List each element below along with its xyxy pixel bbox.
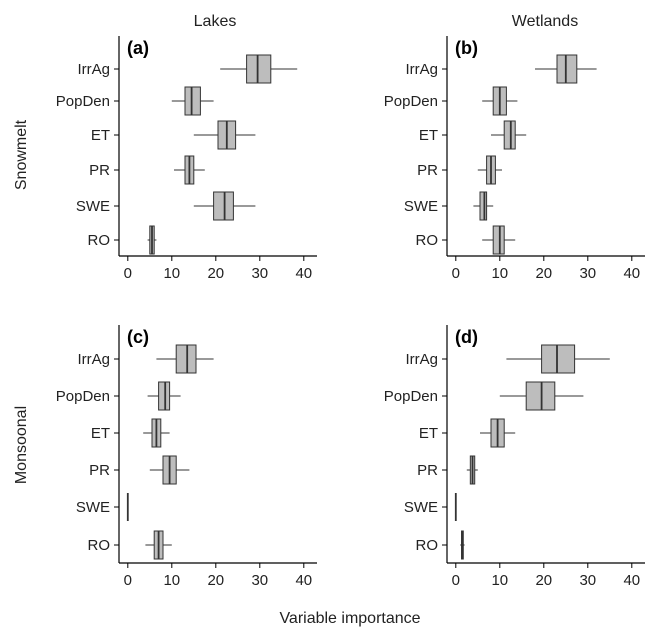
box-popden [525,381,556,411]
row-title-snowmelt: Snowmelt [13,119,30,190]
x-tick-label: 10 [491,572,508,589]
x-tick-label: 20 [207,572,224,589]
box-swe [479,191,488,221]
x-tick-label: 0 [124,572,132,589]
category-label-pr: PR [89,162,110,179]
category-label-popden: PopDen [384,93,438,110]
panel-a: (a) 0 10 20 30 40 IrrAg PopDen ET PR SWE RO [56,36,317,282]
category-label-ro: RO [416,537,439,554]
x-tick-label: 0 [124,265,132,282]
x-tick-label: 40 [623,265,640,282]
panel-c: (c) 0 10 20 30 40 IrrAg PopDen ET PR SWE RO [56,325,317,589]
x-axis-title: Variable importance [279,610,420,627]
col-title-wetlands: Wetlands [512,13,578,30]
box-popden [184,86,201,116]
x-tick-label: 30 [579,572,596,589]
category-label-pr: PR [89,462,110,479]
category-label-irrag: IrrAg [405,61,438,78]
category-label-irrag: IrrAg [77,351,110,368]
x-tick-label: 10 [491,265,508,282]
box-irrag [175,344,197,374]
panel-b: (b) 0 10 20 30 40 IrrAg PopDen ET PR SWE RO [384,36,645,282]
category-label-ro: RO [416,232,439,249]
category-label-popden: PopDen [56,93,110,110]
panel-label: (d) [455,327,478,347]
category-label-pr: PR [417,462,438,479]
category-label-irrag: IrrAg [405,351,438,368]
box-et [503,120,516,150]
category-label-swe: SWE [76,198,110,215]
category-label-ro: RO [88,537,111,554]
panels: (a) 0 10 20 30 40 IrrAg PopDen ET PR SWE RO (b) 0 10 20… [56,36,645,589]
category-label-ro: RO [88,232,111,249]
category-label-popden: PopDen [56,388,110,405]
x-tick-label: 20 [207,265,224,282]
x-tick-label: 20 [535,265,552,282]
box-irrag [556,54,578,84]
x-tick-label: 40 [295,265,312,282]
panel-label: (b) [455,38,478,58]
x-tick-label: 0 [452,572,460,589]
x-tick-label: 0 [452,265,460,282]
category-label-et: ET [419,127,438,144]
panel-d: (d) 0 10 20 30 40 IrrAg PopDen ET PR SWE RO [384,325,645,589]
category-label-swe: SWE [404,198,438,215]
box-popden [158,381,171,411]
category-label-pr: PR [417,162,438,179]
x-tick-label: 30 [251,265,268,282]
category-label-swe: SWE [76,499,110,516]
x-tick-label: 10 [163,572,180,589]
x-tick-label: 10 [163,265,180,282]
box-ro [492,225,505,255]
box-swe [213,191,234,221]
category-label-irrag: IrrAg [77,61,110,78]
x-tick-label: 20 [535,572,552,589]
x-tick-label: 40 [623,572,640,589]
category-label-et: ET [91,127,110,144]
row-title-monsoonal: Monsoonal [13,406,30,484]
box-irrag [541,344,576,374]
box-irrag [246,54,272,84]
x-tick-label: 40 [295,572,312,589]
x-tick-label: 30 [251,572,268,589]
panel-label: (c) [127,327,149,347]
category-label-et: ET [91,425,110,442]
category-label-popden: PopDen [384,388,438,405]
x-tick-label: 30 [579,265,596,282]
category-label-swe: SWE [404,499,438,516]
panel-label: (a) [127,38,149,58]
col-title-lakes: Lakes [194,13,237,30]
category-label-et: ET [419,425,438,442]
